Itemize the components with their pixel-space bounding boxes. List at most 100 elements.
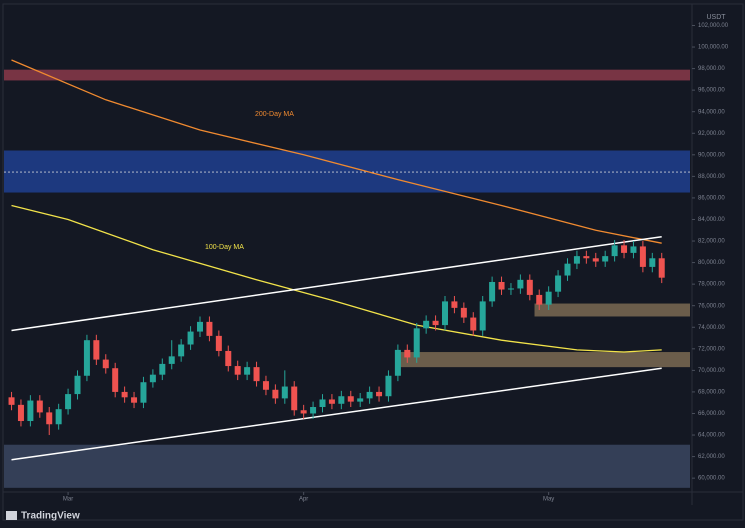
candle-body — [338, 396, 345, 404]
candle-body — [310, 407, 317, 414]
y-tick-label: 98,000.00 — [698, 66, 725, 72]
candle-body — [621, 245, 628, 253]
candle-body — [74, 375, 81, 395]
candle-body — [347, 396, 354, 402]
candle-body — [451, 301, 458, 308]
y-tick-label: 66,000.00 — [698, 411, 725, 417]
frame — [2, 3, 744, 521]
price-zone — [534, 303, 690, 317]
candle-body — [507, 288, 514, 290]
candle-body — [17, 404, 24, 422]
price-zone — [4, 444, 690, 488]
candle-body — [470, 317, 477, 331]
candle-body — [517, 279, 524, 289]
y-tick-label: 62,000.00 — [698, 454, 725, 460]
candle-body — [328, 399, 335, 404]
candle-body — [46, 412, 53, 425]
candle-body — [658, 258, 665, 278]
candle-body — [413, 328, 420, 358]
y-tick-label: 64,000.00 — [698, 433, 725, 439]
candle-body — [649, 258, 656, 267]
candle-body — [55, 409, 62, 425]
y-tick-label: 96,000.00 — [698, 88, 725, 94]
candle-body — [253, 367, 260, 382]
candle-body — [630, 246, 637, 253]
trend-line — [11, 235, 662, 332]
candle-body — [102, 359, 109, 369]
moving-average-line — [11, 59, 662, 244]
y-tick-label: 74,000.00 — [698, 325, 725, 331]
candle-body — [112, 368, 119, 392]
y-tick-label: 82,000.00 — [698, 239, 725, 245]
y-tick-label: 68,000.00 — [698, 390, 725, 396]
candle-body — [83, 340, 90, 376]
candle-body — [564, 263, 571, 276]
plot-area: 60,000.00 62,000.00 64,000.00 66,000.00 68,0… — [4, 23, 729, 503]
candle-body — [583, 256, 590, 259]
price-zone — [4, 69, 690, 81]
candle-body — [215, 335, 222, 351]
candle-body — [149, 374, 156, 383]
candle-body — [366, 391, 373, 399]
candle-body — [442, 301, 448, 326]
candle-body — [423, 320, 430, 329]
candle-body — [611, 245, 618, 257]
candle-body — [545, 291, 552, 305]
y-tick-label: 70,000.00 — [698, 368, 725, 374]
candle-body — [300, 410, 307, 414]
candle-body — [159, 363, 166, 375]
candle-body — [385, 375, 392, 397]
price-zone — [397, 352, 690, 368]
candle-body — [27, 400, 34, 422]
y-tick-label: 88,000.00 — [698, 174, 725, 180]
moving-average-line — [11, 204, 662, 353]
y-tick-label: 78,000.00 — [698, 282, 725, 288]
candle-body — [479, 301, 486, 331]
candle-body — [357, 398, 364, 402]
candle-body — [225, 350, 232, 367]
candle-body — [602, 256, 609, 262]
candle-body — [394, 349, 401, 376]
candle-body — [140, 382, 147, 403]
y-tick-label: 60,000.00 — [698, 476, 725, 482]
candle-body — [234, 366, 241, 375]
candle-body — [93, 340, 100, 360]
brand: TradingView — [6, 511, 80, 522]
x-tick-label: Mar — [63, 497, 73, 503]
candle-body — [432, 320, 439, 326]
y-tick-label: 102,000.00 — [698, 23, 729, 29]
candle-body — [206, 321, 213, 336]
y-tick-label: 94,000.00 — [698, 109, 725, 115]
candle-body — [281, 386, 288, 399]
y-tick-label: 84,000.00 — [698, 217, 725, 223]
y-tick-label: 76,000.00 — [698, 303, 725, 309]
candle-body — [555, 275, 562, 292]
candle-body — [65, 394, 72, 410]
candle-body — [178, 344, 185, 357]
y-tick-label: 90,000.00 — [698, 152, 725, 158]
x-tick-label: Apr — [299, 497, 308, 503]
candle-body — [376, 391, 383, 397]
y-tick-label: 100,000.00 — [698, 45, 729, 51]
candle-body — [131, 397, 138, 403]
candle-body — [291, 386, 298, 411]
candle-body — [526, 279, 533, 295]
candle-body — [404, 349, 411, 358]
y-tick-label: 86,000.00 — [698, 196, 725, 202]
series-label: 200-Day MA — [255, 111, 294, 118]
candle-body — [639, 246, 646, 267]
candle-body — [36, 400, 43, 413]
y-tick-label: 80,000.00 — [698, 260, 725, 266]
candle-body — [489, 281, 496, 302]
candle-body — [319, 399, 326, 408]
candle-body — [460, 307, 467, 318]
candle-body — [272, 389, 279, 399]
trend-line — [11, 367, 662, 461]
y-tick-label: 72,000.00 — [698, 346, 725, 352]
candle-body — [573, 256, 580, 264]
candle-body — [197, 321, 203, 332]
candle-body — [187, 331, 194, 345]
brand-logo — [6, 511, 17, 520]
price-zone — [4, 150, 690, 193]
